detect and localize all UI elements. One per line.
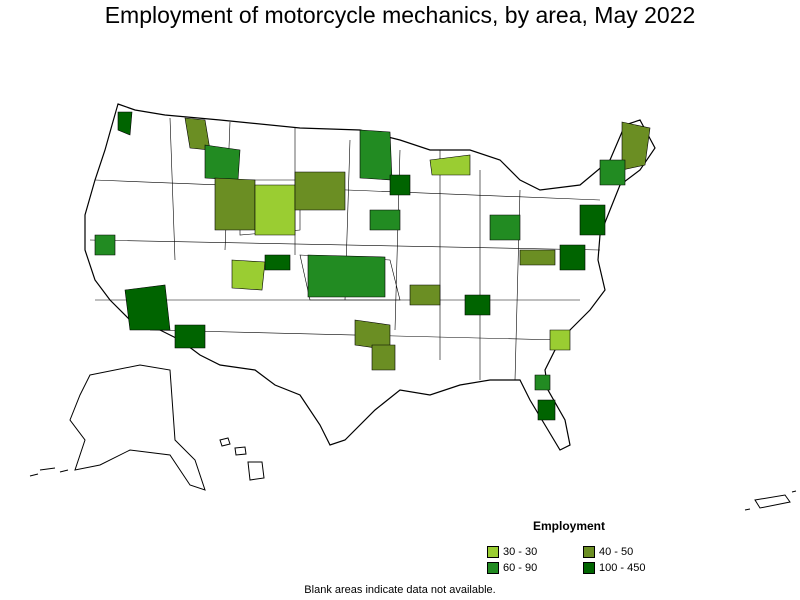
legend-label: 40 - 50 <box>599 546 634 558</box>
small-islands <box>744 490 797 511</box>
area-california <box>94 234 116 256</box>
area-virginia <box>559 244 586 271</box>
map-title: Employment of motorcycle mechanics, by a… <box>104 2 696 28</box>
legend-swatch <box>487 562 499 574</box>
area-ohio <box>489 214 521 241</box>
area-michigan <box>429 154 471 176</box>
area-south-carolina <box>549 329 571 351</box>
area-wyoming-east <box>254 184 296 236</box>
area-kentucky <box>519 249 556 266</box>
legend-label: 30 - 30 <box>503 546 538 558</box>
area-florida-north <box>534 374 551 391</box>
alaska-outline <box>69 364 206 491</box>
area-kansas <box>307 254 386 298</box>
area-minnesota <box>359 129 393 181</box>
area-iowa <box>369 209 401 231</box>
legend-swatch <box>583 562 595 574</box>
area-wyoming <box>214 177 256 231</box>
area-dakota <box>294 171 346 211</box>
area-arizona-south <box>174 324 206 349</box>
area-montana <box>204 144 241 181</box>
legend-swatch <box>487 546 499 558</box>
area-colorado <box>231 259 266 291</box>
area-washington <box>117 111 133 136</box>
legend-item-40-50: 40 - 50 <box>583 546 633 558</box>
hawaii-outline <box>219 437 265 481</box>
area-new-england <box>599 159 626 186</box>
area-maine <box>621 121 651 171</box>
legend-item-60-90: 60 - 90 <box>487 562 537 574</box>
area-colorado-east <box>264 254 291 271</box>
area-oklahoma <box>409 284 441 306</box>
area-texas-east <box>371 344 396 371</box>
area-wisconsin <box>389 174 411 196</box>
area-florida <box>537 399 556 421</box>
area-arizona <box>124 284 171 331</box>
legend-item-30-30: 30 - 30 <box>487 546 537 558</box>
area-pennsylvania <box>579 204 606 236</box>
legend-swatch <box>583 546 595 558</box>
footnote: Blank areas indicate data not available. <box>304 584 496 596</box>
legend-item-100-450: 100 - 450 <box>583 562 645 574</box>
legend-label: 60 - 90 <box>503 562 538 574</box>
alaska-islands <box>29 467 69 477</box>
area-fills <box>94 111 651 421</box>
puerto-rico-outline <box>754 494 791 509</box>
legend-label: 100 - 450 <box>599 562 646 574</box>
legend-title: Employment <box>533 519 606 533</box>
area-tennessee <box>464 294 491 316</box>
